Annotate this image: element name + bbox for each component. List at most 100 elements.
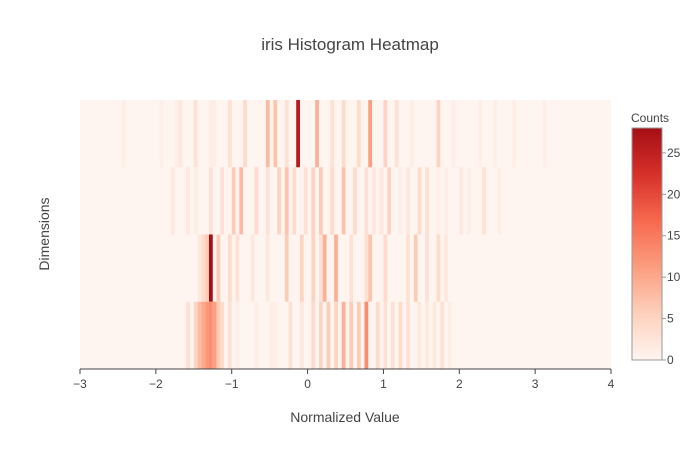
heatmap-cell: [341, 100, 346, 168]
heatmap-cell: [444, 234, 448, 302]
heatmap-cell: [493, 100, 498, 168]
heatmap-cell: [208, 234, 213, 302]
heatmap-cell: [387, 167, 392, 235]
heatmap-cell: [406, 301, 410, 369]
colorbar-tick-label: 20: [667, 187, 681, 201]
heatmap-cell: [341, 301, 346, 369]
heatmap-cell: [318, 234, 323, 302]
heatmap-cell: [398, 301, 403, 369]
heatmap-cell: [330, 167, 335, 235]
heatmap-cell: [186, 301, 190, 369]
heatmap-cell: [364, 301, 369, 369]
heatmap-cell: [254, 167, 259, 235]
heatmap-cell: [391, 301, 395, 369]
heatmap-cell: [201, 234, 206, 302]
heatmap-cell: [227, 100, 232, 168]
heatmap-cell: [220, 301, 225, 369]
colorbar-title: Counts: [631, 111, 669, 125]
heatmap-cell: [193, 301, 198, 369]
heatmap-cell: [265, 167, 270, 235]
heatmap-cell: [227, 301, 232, 369]
heatmap-cell: [296, 100, 300, 168]
heatmap-cell: [121, 100, 126, 168]
heatmap-cell: [318, 301, 323, 369]
colorbar-tick-label: 15: [667, 229, 681, 243]
y-axis-title: Dimensions: [36, 197, 52, 270]
heatmap-cell: [409, 100, 414, 168]
x-tick-label: 3: [532, 377, 539, 391]
x-tick-label: 4: [608, 377, 615, 391]
heatmap-cell: [216, 234, 221, 302]
heatmap-cell: [383, 100, 388, 168]
heatmap-cell: [299, 234, 304, 302]
heatmap-cell: [193, 100, 198, 168]
heatmap-cell: [216, 301, 221, 369]
heatmap-cell: [542, 100, 547, 168]
heatmap-cell: [197, 301, 202, 369]
heatmap-cell: [478, 100, 483, 168]
heatmap-cell: [417, 301, 422, 369]
heatmap-cell: [239, 167, 244, 235]
heatmap-cell: [235, 301, 240, 369]
heatmap-cell: [394, 100, 399, 168]
heatmap-cell: [220, 167, 225, 235]
heatmap-cell: [284, 100, 289, 168]
heatmap-cell: [413, 234, 418, 302]
colorbar-tick-label: 0: [667, 353, 674, 367]
heatmap-cell: [436, 234, 441, 302]
heatmap-cell: [205, 301, 209, 369]
heatmap-cell: [341, 167, 346, 235]
heatmap-cell: [171, 167, 175, 235]
heatmap-cell: [512, 100, 517, 168]
x-tick-label: −1: [225, 377, 239, 391]
heatmap-cell: [353, 167, 357, 235]
x-tick-label: 0: [304, 377, 311, 391]
heatmap-cell: [208, 100, 213, 168]
heatmap-cell: [425, 301, 429, 369]
heatmap-cell: [159, 100, 164, 168]
heatmap-cell: [178, 100, 183, 168]
heatmap-cell: [447, 301, 452, 369]
heatmap-cell: [326, 301, 331, 369]
heatmap-cell: [368, 234, 373, 302]
heatmap-cell: [466, 167, 471, 235]
heatmap-cell: [497, 167, 502, 235]
chart-title: iris Histogram Heatmap: [261, 35, 439, 54]
heatmap-cell: [284, 234, 289, 302]
heatmap-cell: [269, 301, 274, 369]
heatmap-cell: [383, 301, 388, 369]
heatmap-cell: [451, 100, 456, 168]
heatmap-cell: [288, 301, 293, 369]
x-axis-title: Normalized Value: [290, 409, 400, 425]
heatmap-cell: [406, 234, 410, 302]
x-tick-label: 1: [380, 377, 387, 391]
heatmap-cell: [364, 167, 369, 235]
x-tick-label: −3: [73, 377, 87, 391]
heatmap-cell: [311, 167, 316, 235]
heatmap-cell: [364, 234, 369, 302]
colorbar-tick-label: 5: [667, 312, 674, 326]
heatmap-cell: [227, 234, 232, 302]
heatmap-cell: [322, 234, 327, 302]
heatmap-cell: [459, 167, 464, 235]
heatmap-cell: [349, 234, 354, 302]
heatmap-cell: [303, 167, 308, 235]
heatmap-cell: [193, 167, 198, 235]
heatmap-cell: [277, 167, 282, 235]
heatmap-cell: [417, 167, 422, 235]
heatmap-cell: [265, 234, 270, 302]
heatmap-cell: [311, 234, 316, 302]
heatmap-cell: [250, 234, 255, 302]
heatmap-cell: [398, 167, 403, 235]
heatmap-cell: [292, 167, 297, 235]
heatmap-cell: [436, 167, 441, 235]
heatmap-cell: [436, 100, 441, 168]
plot-area: [80, 100, 611, 369]
heatmap-cell: [372, 167, 376, 235]
heatmap-cell: [205, 234, 209, 302]
heatmap-cell: [235, 234, 240, 302]
colorbar-tick-label: 25: [667, 146, 681, 160]
heatmap-cell: [201, 301, 206, 369]
